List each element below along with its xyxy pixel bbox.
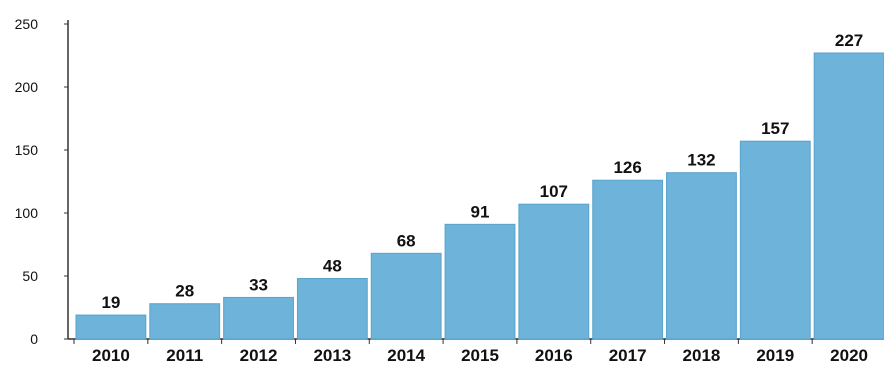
data-labels: 19 28 33 48 68 91 107 126 132 157 227 [101,31,863,312]
data-label-2019: 157 [761,119,789,138]
data-label-2012: 33 [249,275,268,294]
bar-2012 [223,296,294,340]
x-tick-label-2011: 2011 [166,346,203,365]
y-tick-label: 50 [22,268,38,284]
x-tick-label-2015: 2015 [461,346,499,365]
y-tick-label: 200 [15,79,39,95]
data-label-2017: 126 [613,158,641,177]
data-label-2014: 68 [397,231,416,250]
data-label-2011: 28 [175,282,194,301]
y-tick-label: 150 [15,142,39,158]
x-tick-label-2016: 2016 [535,346,573,365]
data-label-2015: 91 [471,202,490,221]
bar-2020 [813,52,884,340]
data-label-2016: 107 [540,182,568,201]
x-tick-label-2020: 2020 [830,346,868,365]
x-tick-label-2017: 2017 [609,346,647,365]
x-tick-label-2012: 2012 [240,346,278,365]
bar-2016 [518,203,590,340]
x-tick-label-2019: 2019 [756,346,794,365]
data-label-2018: 132 [687,151,715,170]
bar-2010 [75,314,147,340]
x-tick-label-2013: 2013 [313,346,351,365]
bar-2018 [666,172,737,340]
data-label-2013: 48 [323,257,342,276]
bar-2017 [592,179,664,340]
bars [75,52,884,340]
y-tick-label: 0 [30,331,38,347]
x-tick-label-2010: 2010 [92,346,130,365]
x-axis: 2010 2011 2012 2013 2014 2015 2016 2017 2018 2019… [68,338,884,365]
data-label-2010: 19 [101,293,120,312]
bar-2019 [739,140,811,340]
data-label-2020: 227 [835,31,863,50]
y-tick-label: 250 [15,16,39,32]
y-tick-label: 100 [15,205,39,221]
bar-2013 [296,278,368,340]
x-tick-label-2018: 2018 [683,346,721,365]
bar-2011 [149,303,221,340]
bar-2015 [444,223,516,340]
x-tick-label-2014: 2014 [387,346,425,365]
bar-2014 [370,252,442,340]
y-axis: 0 50 100 150 200 250 [15,16,69,347]
